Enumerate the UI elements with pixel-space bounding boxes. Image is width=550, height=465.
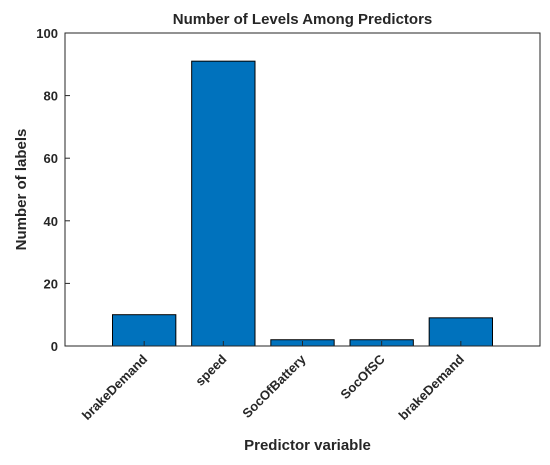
y-axis-label: Number of labels: [13, 129, 30, 251]
y-tick-label-4: 80: [44, 89, 58, 104]
y-tick-label-0: 0: [51, 339, 58, 354]
y-tick-label-5: 100: [36, 26, 58, 41]
chart-title: Number of Levels Among Predictors: [173, 11, 433, 28]
y-tick-label-3: 60: [44, 151, 58, 166]
y-tick-label-2: 40: [44, 214, 58, 229]
bar-2: [191, 60, 256, 347]
y-ticks-group: 0 20 40 60 80 100: [36, 26, 70, 354]
x-axis-label: Predictor variable: [244, 437, 371, 454]
bar-1: [112, 314, 177, 347]
y-tick-label-1: 20: [44, 276, 58, 291]
plot-area-frame: [64, 32, 541, 347]
